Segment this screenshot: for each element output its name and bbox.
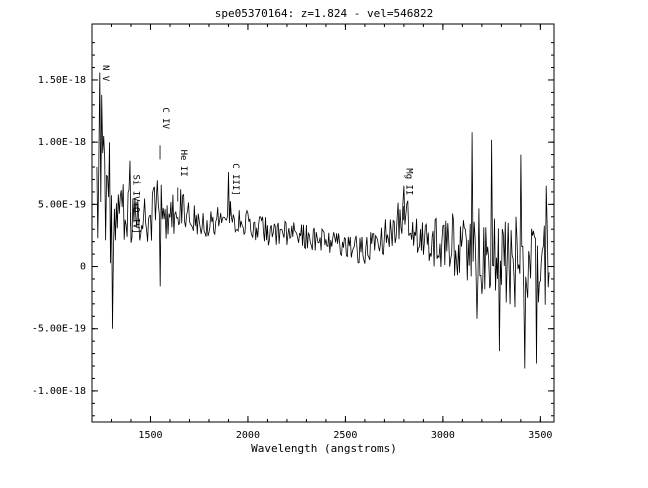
line-label-c-iii-: C III] [229,163,240,216]
y-tick-label: -1.00E-18 [32,386,86,397]
x-tick-label: 3000 [431,430,455,441]
y-tick-label: -5.00E-19 [32,324,86,335]
line-label-n-v: N V [99,65,110,118]
chart-title: spe05370164: z=1.824 - vel=546822 [215,7,434,20]
x-axis: 1500 2000 2500 3000 3500 [110,24,552,441]
x-axis-label: Wavelength (angstroms) [251,442,397,455]
line-label-he-ii: He II [177,150,188,202]
y-tick-label: 0 [80,262,86,273]
y-tick-label: 1.00E-18 [38,137,86,148]
line-label-si-iv-o-iv-: Si IV+O IV] [130,174,141,234]
emission-line-labels: N V Si IV+O IV] C IV He II C III] Mg II [99,65,414,234]
x-tick-label: 3500 [528,430,552,441]
x-tick-label: 2500 [333,430,357,441]
line-label-text: N V [100,65,110,82]
x-tick-label: 1500 [138,430,162,441]
x-tick-label: 2000 [236,430,260,441]
line-label-text: Mg II [404,168,414,195]
plot-area [96,72,550,369]
line-label-text: He II [178,150,188,177]
plot-frame [91,23,555,423]
line-label-text: C III] [230,163,240,196]
line-label-text: Si IV+O IV] [131,174,141,234]
line-label-text: C IV [160,107,170,129]
spectrum-line [96,72,550,369]
line-label-mg-ii: Mg II [403,168,414,221]
y-axis: 1.50E-18 1.00E-18 5.00E-19 0 -5.00E-19 -1.00E… [32,42,554,417]
y-tick-label: 5.00E-19 [38,199,86,210]
y-tick-label: 1.50E-18 [38,75,86,86]
line-label-c-iv: C IV [159,107,170,160]
